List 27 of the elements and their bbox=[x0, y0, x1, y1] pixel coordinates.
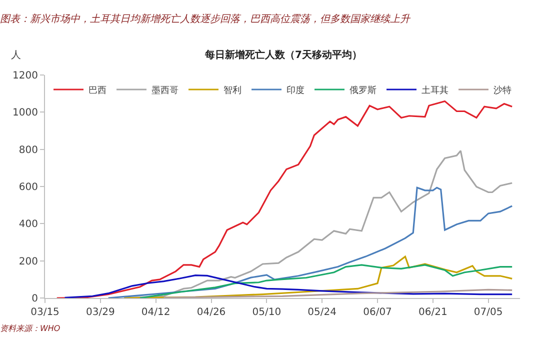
y-axis-title: 人 bbox=[11, 50, 21, 61]
text: 资料来源：WHO bbox=[0, 324, 60, 333]
legend-label: 印度 bbox=[286, 85, 304, 96]
y-tick-label: 600 bbox=[18, 182, 38, 193]
x-tick-label: 03/29 bbox=[86, 307, 115, 318]
y-tick-label: 200 bbox=[18, 256, 38, 268]
legend-label: 巴西 bbox=[88, 86, 106, 96]
x-tick-label: 05/10 bbox=[252, 307, 282, 318]
x-tick-label: 07/05 bbox=[474, 307, 503, 318]
legend-label: 墨西哥 bbox=[152, 85, 178, 96]
y-tick-label: 0 bbox=[32, 294, 38, 304]
x-tick-label: 05/24 bbox=[308, 307, 336, 318]
x-tick-label: 04/26 bbox=[196, 307, 226, 318]
x-tick-label: 06/21 bbox=[418, 307, 448, 318]
x-tick-label: 04/12 bbox=[141, 307, 170, 318]
legend-label: 智利 bbox=[224, 85, 242, 96]
y-tick-label: 800 bbox=[18, 144, 38, 156]
chart-subtitle: 每日新增死亡人数（7天移动平均） bbox=[204, 49, 362, 61]
x-tick-label: 03/15 bbox=[30, 307, 60, 318]
y-tick-label: 1000 bbox=[12, 108, 38, 119]
chart-title: 图表：新兴市场中，土耳其日均新增死亡人数逐步回落，巴西高位震荡，但多数国家继续上升 bbox=[0, 13, 411, 25]
legend-label: 俄罗斯 bbox=[350, 85, 376, 96]
x-tick-label: 06/07 bbox=[363, 307, 392, 318]
legend-label: 土耳其 bbox=[422, 85, 448, 96]
legend-label: 沙特 bbox=[494, 85, 512, 96]
y-tick-label: 1200 bbox=[12, 70, 38, 82]
y-tick-label: 400 bbox=[18, 219, 38, 230]
